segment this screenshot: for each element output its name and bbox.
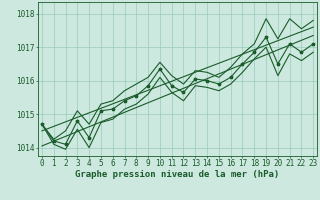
- X-axis label: Graphe pression niveau de la mer (hPa): Graphe pression niveau de la mer (hPa): [76, 170, 280, 179]
